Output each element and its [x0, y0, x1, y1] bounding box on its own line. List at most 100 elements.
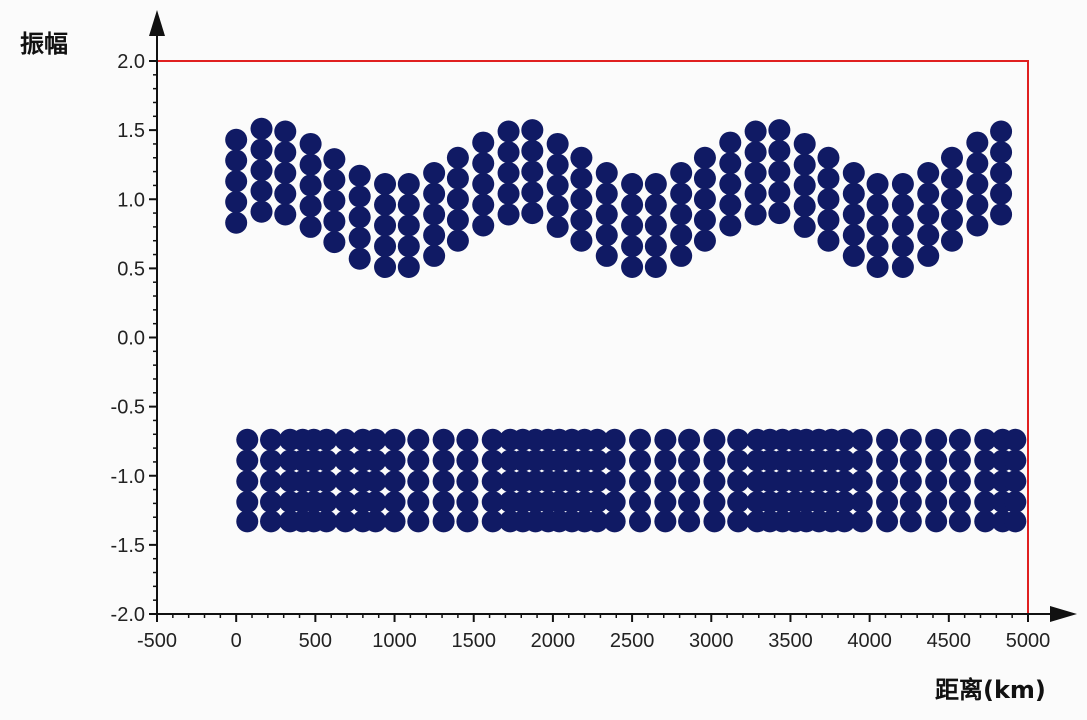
data-point: [383, 510, 406, 533]
data-point: [595, 161, 618, 184]
data-point: [586, 470, 609, 493]
data-point: [274, 141, 297, 164]
data-point: [274, 120, 297, 143]
data-point: [744, 161, 767, 184]
data-point: [1004, 470, 1027, 493]
data-point: [719, 214, 742, 237]
data-point: [678, 428, 701, 451]
data-point: [323, 210, 346, 233]
data-point: [225, 128, 248, 151]
data-point: [432, 428, 455, 451]
data-point: [323, 168, 346, 191]
y-tick-label: 2.0: [117, 51, 145, 73]
data-point: [940, 208, 963, 231]
data-point: [917, 161, 940, 184]
data-point: [586, 510, 609, 533]
data-point: [423, 182, 446, 205]
data-point: [334, 491, 357, 514]
x-tick-label: 4500: [927, 630, 972, 652]
data-point: [236, 449, 259, 472]
data-point: [383, 428, 406, 451]
data-point: [768, 202, 791, 225]
data-point: [850, 470, 873, 493]
data-point: [374, 235, 397, 258]
data-point: [629, 491, 652, 514]
data-point: [940, 167, 963, 190]
data-point: [595, 182, 618, 205]
data-point: [586, 449, 609, 472]
data-point: [315, 470, 338, 493]
data-point: [334, 470, 357, 493]
data-point: [670, 224, 693, 247]
data-point: [603, 449, 626, 472]
data-point: [719, 152, 742, 175]
y-axis-arrow: [149, 10, 165, 36]
data-point: [570, 146, 593, 169]
data-point: [966, 193, 989, 216]
data-point: [876, 449, 899, 472]
data-point: [974, 491, 997, 514]
data-point: [397, 193, 420, 216]
data-point: [833, 510, 856, 533]
data-point: [990, 141, 1013, 164]
data-point: [768, 119, 791, 142]
data-point: [497, 141, 520, 164]
data-point: [744, 120, 767, 143]
data-point: [654, 491, 677, 514]
data-point: [274, 203, 297, 226]
data-point: [334, 428, 357, 451]
data-point: [472, 214, 495, 237]
y-axis-title: 振幅: [20, 30, 68, 58]
data-point: [876, 491, 899, 514]
x-tick-label: 1500: [451, 630, 496, 652]
x-tick-label: 1000: [372, 630, 417, 652]
data-point: [364, 449, 387, 472]
data-point: [876, 510, 899, 533]
data-point: [876, 428, 899, 451]
data-point: [374, 173, 397, 196]
data-point: [703, 470, 726, 493]
data-point: [456, 491, 479, 514]
data-point: [456, 470, 479, 493]
data-point: [546, 195, 569, 218]
data-point: [866, 235, 889, 258]
x-tick-label: -500: [137, 630, 177, 652]
data-point: [546, 215, 569, 238]
data-point: [966, 152, 989, 175]
data-point: [250, 159, 273, 182]
x-tick-label: 500: [299, 630, 332, 652]
y-tick-label: 1.0: [117, 189, 145, 211]
data-point: [348, 206, 371, 229]
data-point: [432, 449, 455, 472]
data-point: [260, 491, 283, 514]
y-tick-label: 0.5: [117, 258, 145, 280]
data-point: [693, 188, 716, 211]
x-tick-label: 4000: [847, 630, 892, 652]
y-tick-label: 1.5: [117, 120, 145, 142]
data-point: [481, 470, 504, 493]
data-point: [1004, 428, 1027, 451]
data-point: [990, 182, 1013, 205]
data-point: [990, 203, 1013, 226]
data-point: [719, 173, 742, 196]
data-point: [670, 203, 693, 226]
data-point: [603, 470, 626, 493]
data-point: [260, 470, 283, 493]
data-point: [899, 510, 922, 533]
data-point: [432, 470, 455, 493]
data-point: [866, 193, 889, 216]
data-point: [472, 131, 495, 154]
data-point: [817, 208, 840, 231]
data-point: [768, 181, 791, 204]
data-point: [348, 185, 371, 208]
data-point: [299, 195, 322, 218]
data-point: [225, 170, 248, 193]
data-point: [917, 224, 940, 247]
data-point: [793, 174, 816, 197]
data-point: [793, 195, 816, 218]
data-point: [348, 164, 371, 187]
data-point: [225, 211, 248, 234]
data-point: [570, 188, 593, 211]
data-point: [817, 188, 840, 211]
